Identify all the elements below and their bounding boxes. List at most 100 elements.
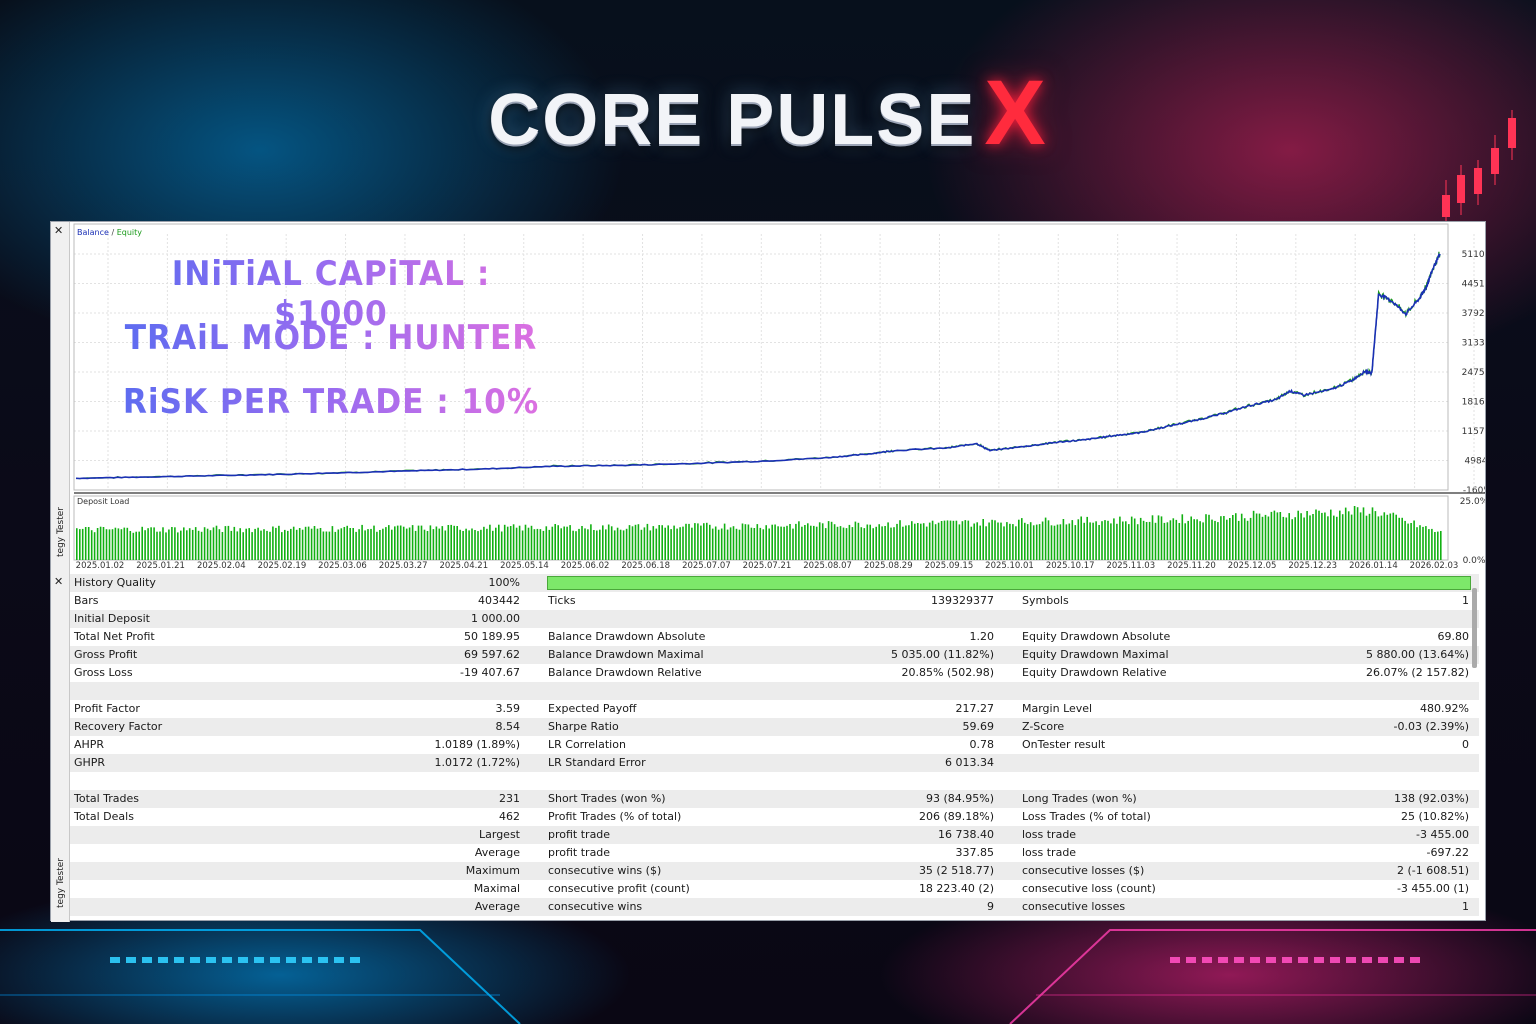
deposit-load-bar — [227, 525, 230, 560]
deposit-load-bar — [631, 526, 634, 560]
deposit-load-bar — [1252, 510, 1255, 560]
deposit-load-bar — [132, 532, 135, 560]
deposit-load-bar — [1330, 509, 1332, 560]
deposit-load-bar — [429, 525, 432, 560]
tester-results-table: History Quality 100% Bars 403442 Ticks 139329… — [70, 574, 1479, 920]
deposit-load-bar — [842, 527, 845, 560]
deposit-load-bar — [1217, 522, 1219, 560]
results-scrollbar[interactable] — [1472, 588, 1477, 668]
stat-label: Bars — [74, 594, 99, 607]
deposit-load-bar — [1333, 515, 1335, 560]
deposit-load-bar — [1044, 517, 1047, 560]
deposit-load-bar — [973, 523, 975, 560]
stat-value: 1.0189 (1.89%) — [434, 738, 520, 751]
deposit-load-bar — [503, 524, 506, 560]
stat-value: 100% — [488, 576, 520, 589]
deposit-load-bar — [1038, 524, 1041, 560]
deposit-load-bar — [976, 522, 978, 560]
deposit-load-bar — [1101, 521, 1103, 560]
deposit-load-bar — [1425, 526, 1427, 560]
deposit-load-bar — [1306, 511, 1308, 560]
deposit-load-bar — [1267, 516, 1270, 560]
stat-value: 0 — [1462, 738, 1469, 751]
deposit-load-bar — [848, 524, 851, 560]
deposit-load-bar — [949, 520, 952, 560]
deposit-load-bar — [619, 529, 622, 560]
deposit-load-bar — [1353, 506, 1356, 560]
deposit-load-bar — [93, 532, 96, 560]
x-tick-label: 2025.06.18 — [621, 561, 670, 571]
x-tick-label: 2025.01.21 — [136, 561, 185, 571]
legend-equity: Equity — [116, 228, 142, 237]
deposit-load-bar — [150, 527, 152, 560]
stat-label: Ticks — [548, 594, 576, 607]
deposit-load-bar — [646, 523, 649, 560]
deposit-load-bar — [1327, 516, 1329, 560]
deposit-load-bar — [331, 526, 334, 560]
deposit-load-bar — [450, 524, 452, 560]
chart-legend: Balance / Equity — [77, 228, 142, 237]
stat-value: 462 — [499, 810, 520, 823]
deposit-load-bar — [257, 527, 259, 560]
stat-label: Gross Profit — [74, 648, 138, 661]
deposit-load-bar — [147, 528, 149, 560]
deposit-load-bar — [937, 522, 940, 560]
deposit-load-bar — [961, 521, 964, 560]
deposit-load-bar — [700, 525, 702, 560]
deposit-load-bar — [744, 524, 747, 560]
deposit-load-bar — [391, 529, 393, 560]
stat-value: 1.20 — [969, 630, 995, 643]
deposit-load-bar — [1029, 522, 1032, 560]
stat-value: 5 035.00 (11.82%) — [890, 648, 994, 661]
deposit-load-bar — [896, 523, 898, 560]
deposit-load-bar — [1139, 517, 1142, 560]
deposit-load-bar — [1154, 522, 1157, 560]
deposit-load-bar — [474, 530, 476, 560]
deposit-load-bar — [533, 529, 536, 560]
deposit-load-bar — [548, 529, 551, 560]
close-chart-icon[interactable]: ✕ — [54, 224, 64, 237]
deposit-load-bar — [1116, 523, 1118, 560]
stat-label: Gross Loss — [74, 666, 133, 679]
deposit-y-tick-label: 25.0% — [1460, 497, 1485, 507]
results-side-strip: ✕ tegy Tester — [51, 573, 70, 922]
table-row: AHPR 1.0189 (1.89%) LR Correlation 0.78 OnTe… — [70, 736, 1479, 754]
chart-frame — [73, 223, 1449, 491]
deposit-load-bar — [1255, 513, 1258, 560]
deposit-load-bar — [426, 531, 429, 560]
deposit-load-bar — [518, 525, 521, 560]
x-tick-label: 2025.05.14 — [500, 561, 549, 571]
deposit-load-bar — [786, 525, 788, 560]
table-row: Recovery Factor 8.54 Sharpe Ratio 59.69 Z-Sc… — [70, 718, 1479, 736]
deposit-load-bar — [613, 530, 616, 560]
deposit-load-bar — [988, 522, 990, 560]
deposit-load-bar — [783, 526, 785, 560]
deposit-load-bar — [881, 526, 883, 560]
deposit-load-bar — [183, 527, 185, 560]
deposit-load-bar — [90, 530, 93, 560]
stat-label: Initial Deposit — [74, 612, 150, 625]
deposit-load-bar — [1000, 522, 1002, 560]
legend-balance: Balance — [77, 228, 109, 237]
deposit-load-bar — [162, 527, 164, 560]
deposit-load-bar — [295, 529, 298, 560]
deposit-load-bar — [254, 528, 256, 560]
deposit-load-bar — [810, 525, 812, 560]
deposit-load-bar — [141, 526, 143, 560]
stat-label: Profit Factor — [74, 702, 140, 715]
y-tick-label: 31339 — [1462, 339, 1485, 349]
deposit-load-bar — [634, 524, 637, 560]
deposit-load-bar — [266, 530, 268, 560]
deposit-load-bar — [1401, 517, 1403, 560]
deposit-load-bar — [1282, 516, 1285, 560]
deposit-load-bar — [694, 523, 696, 560]
table-row: Total Trades 231 Short Trades (won %) 93 (8… — [70, 790, 1479, 808]
risk-per-trade-text: RiSK PER TRADE : 10% — [110, 382, 552, 422]
deposit-load-bar — [655, 528, 658, 560]
stat-value: 16 738.40 — [938, 828, 994, 841]
stat-value: 138 (92.03%) — [1393, 792, 1469, 805]
deposit-load-bar — [117, 528, 120, 560]
deposit-load-bar — [1166, 522, 1169, 560]
x-tick-label: 2025.11.03 — [1106, 561, 1155, 571]
close-results-icon[interactable]: ✕ — [54, 575, 64, 588]
